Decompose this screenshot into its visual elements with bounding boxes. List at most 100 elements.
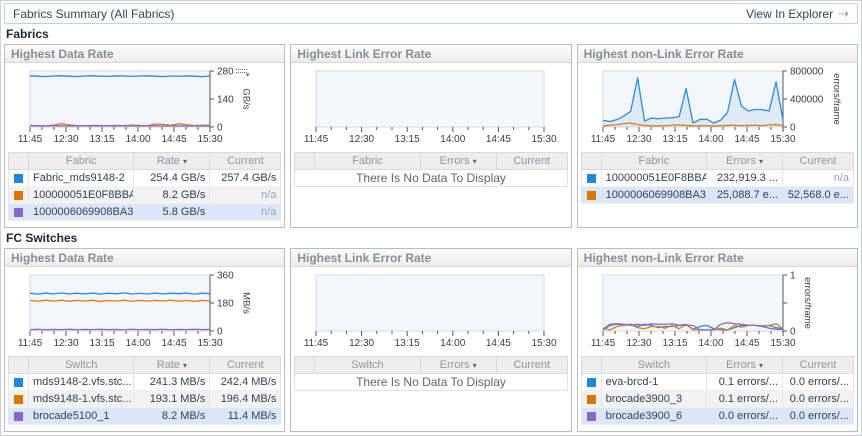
name-cell: brocade3900_3 (601, 390, 707, 408)
current-column-header[interactable]: Current (209, 356, 282, 374)
top-items-table: Fabric Rate ▾ Current Fabric_mds9148-2 254.4 … (8, 152, 282, 221)
name-column-header[interactable]: Switch (600, 356, 707, 374)
svg-text:360: 360 (217, 271, 234, 282)
name-column-header[interactable]: Switch (314, 356, 421, 374)
value-column-header[interactable]: Rate ▾ (133, 152, 211, 170)
svg-text:14:45: 14:45 (486, 338, 511, 349)
svg-text:14:00: 14:00 (125, 134, 150, 145)
top-items-table: Switch Rate ▾ Current mds9148-2.vfs.stc... 24… (8, 356, 282, 425)
svg-text:0: 0 (790, 123, 796, 134)
name-column-header[interactable]: Fabric (27, 152, 135, 170)
sort-desc-icon: ▾ (472, 361, 477, 370)
panel-title: Highest Link Error Rate (291, 249, 571, 267)
current-cell: 242.4 MB/s (209, 373, 282, 391)
top-items-table: Switch Errors ▾ Current There Is No Data To … (294, 356, 568, 391)
swatch-column-header (8, 152, 29, 170)
panel-fabrics-highest-data-rate: Highest Data Rate 11:45 12:30 13:15 14:00 14… (4, 44, 286, 228)
name-cell: 1000006069908BA3 (28, 203, 135, 221)
chart-legend-menu-icon[interactable]: ▾ (236, 67, 249, 79)
svg-text:12:30: 12:30 (349, 338, 374, 349)
svg-text:14:45: 14:45 (161, 338, 186, 349)
current-cell: 257.4 GB/s (209, 169, 282, 187)
svg-text:0: 0 (217, 327, 223, 338)
table-row[interactable]: Fabric_mds9148-2 254.4 GB/s 257.4 GB/s (8, 169, 282, 187)
value-column-header[interactable]: Errors ▾ (705, 356, 783, 374)
value-column-header[interactable]: Errors ▾ (419, 152, 497, 170)
svg-text:MB/s: MB/s (240, 292, 251, 314)
value-cell: 241.3 MB/s (133, 373, 211, 391)
svg-text:12:30: 12:30 (349, 134, 374, 145)
svg-text:12:30: 12:30 (53, 134, 78, 145)
no-data-message: There Is No Data To Display (294, 169, 568, 187)
current-cell: n/a (209, 203, 282, 221)
link-error-chart: 11:45 12:30 13:15 14:00 14:45 15:30 (294, 65, 567, 151)
table-row[interactable]: 100000051E0F8BBA 232,919.3 ... n/a (580, 169, 854, 187)
table-row[interactable]: brocade5100_1 8.2 MB/s 11.4 MB/s (8, 407, 282, 425)
view-in-explorer-link[interactable]: View In Explorer ⇢ (746, 7, 849, 21)
data-rate-table: Fabric Rate ▾ Current Fabric_mds9148-2 254.4 … (8, 152, 282, 221)
table-row[interactable]: eva-brcd-1 0.1 errors/... 0.0 errors/... (580, 373, 854, 391)
empty-row: There Is No Data To Display (294, 373, 568, 391)
chart-svg: 11:45 12:30 13:15 14:00 14:45 15:30 (304, 70, 557, 145)
name-column-header[interactable]: Switch (27, 356, 135, 374)
current-column-header[interactable]: Current (495, 356, 568, 374)
name-cell: brocade5100_1 (28, 407, 135, 425)
top-items-table: Fabric Errors ▾ Current There Is No Data To … (294, 152, 568, 187)
table-row[interactable]: 1000006069908BA3 5.8 GB/s n/a (8, 203, 282, 221)
svg-text:15:30: 15:30 (770, 134, 795, 145)
name-column-header[interactable]: Fabric (600, 152, 707, 170)
value-cell: 8.2 MB/s (133, 407, 211, 425)
name-cell: 100000051E0F8BBA (601, 169, 707, 187)
current-column-header[interactable]: Current (495, 152, 568, 170)
name-cell: Fabric_mds9148-2 (28, 169, 135, 187)
current-column-header[interactable]: Current (781, 152, 854, 170)
panel-switches-highest-data-rate: Highest Data Rate 11:45 12:30 13:15 14:00 14… (4, 248, 286, 432)
table-row[interactable]: 100000051E0F8BBA 8.2 GB/s n/a (8, 186, 282, 204)
table-row[interactable]: mds9148-2.vfs.stc... 241.3 MB/s 242.4 MB/s (8, 373, 282, 391)
name-cell: brocade3900_6 (601, 407, 707, 425)
value-cell: 0.1 errors/... (706, 373, 783, 391)
svg-text:15:30: 15:30 (197, 338, 222, 349)
panel-title: Highest Data Rate (5, 45, 285, 63)
swatch-column-header (8, 356, 29, 374)
series-color-swatch (14, 411, 23, 421)
value-cell: 232,919.3 ... (706, 169, 783, 187)
data-rate-table: Switch Rate ▾ Current mds9148-2.vfs.stc... 24… (8, 356, 282, 425)
chart-svg: 11:45 12:30 13:15 14:00 14:45 15:300 400000 800… (591, 67, 842, 146)
sort-desc-icon: ▾ (758, 361, 763, 370)
series-color-swatch (14, 394, 23, 404)
current-column-header[interactable]: Current (209, 152, 282, 170)
name-cell: 1000006069908BA3 (601, 186, 707, 204)
value-column-header[interactable]: Errors ▾ (419, 356, 497, 374)
table-row[interactable]: mds9148-1.vfs.stc... 193.1 MB/s 196.4 MB/s (8, 390, 282, 408)
svg-text:800000: 800000 (790, 67, 824, 78)
svg-text:15:30: 15:30 (532, 338, 557, 349)
svg-text:280: 280 (217, 67, 234, 78)
no-data-message: There Is No Data To Display (294, 373, 568, 391)
name-column-header[interactable]: Fabric (314, 152, 421, 170)
value-column-header[interactable]: Errors ▾ (705, 152, 783, 170)
table-row[interactable]: brocade3900_6 0.0 errors/... 0.0 errors/..… (580, 407, 854, 425)
svg-text:11:45: 11:45 (304, 338, 329, 349)
value-cell: 193.1 MB/s (133, 390, 211, 408)
svg-text:14:45: 14:45 (734, 338, 759, 349)
svg-text:14:00: 14:00 (698, 134, 723, 145)
table-row[interactable]: 1000006069908BA3 25,088.7 e... 52,568.0 e.… (580, 186, 854, 204)
value-cell: 8.2 GB/s (133, 186, 211, 204)
svg-text:11:45: 11:45 (304, 134, 329, 145)
value-cell: 254.4 GB/s (133, 169, 211, 187)
svg-text:14:45: 14:45 (486, 134, 511, 145)
top-items-table: Switch Errors ▾ Current eva-brcd-1 0.1 errors… (580, 356, 854, 425)
svg-text:15:30: 15:30 (770, 338, 795, 349)
chart-svg: 11:45 12:30 13:15 14:00 14:45 15:300 1 errors/f… (591, 271, 813, 350)
link-error-table: Switch Errors ▾ Current There Is No Data To … (294, 356, 568, 391)
table-row[interactable]: brocade3900_3 0.1 errors/... 0.0 errors/..… (580, 390, 854, 408)
svg-text:1: 1 (790, 271, 796, 282)
current-column-header[interactable]: Current (781, 356, 854, 374)
value-column-header[interactable]: Rate ▾ (133, 356, 211, 374)
series-color-swatch (586, 173, 596, 183)
series-color-swatch (586, 190, 596, 200)
svg-text:140: 140 (217, 95, 234, 106)
current-cell: 196.4 MB/s (209, 390, 282, 408)
